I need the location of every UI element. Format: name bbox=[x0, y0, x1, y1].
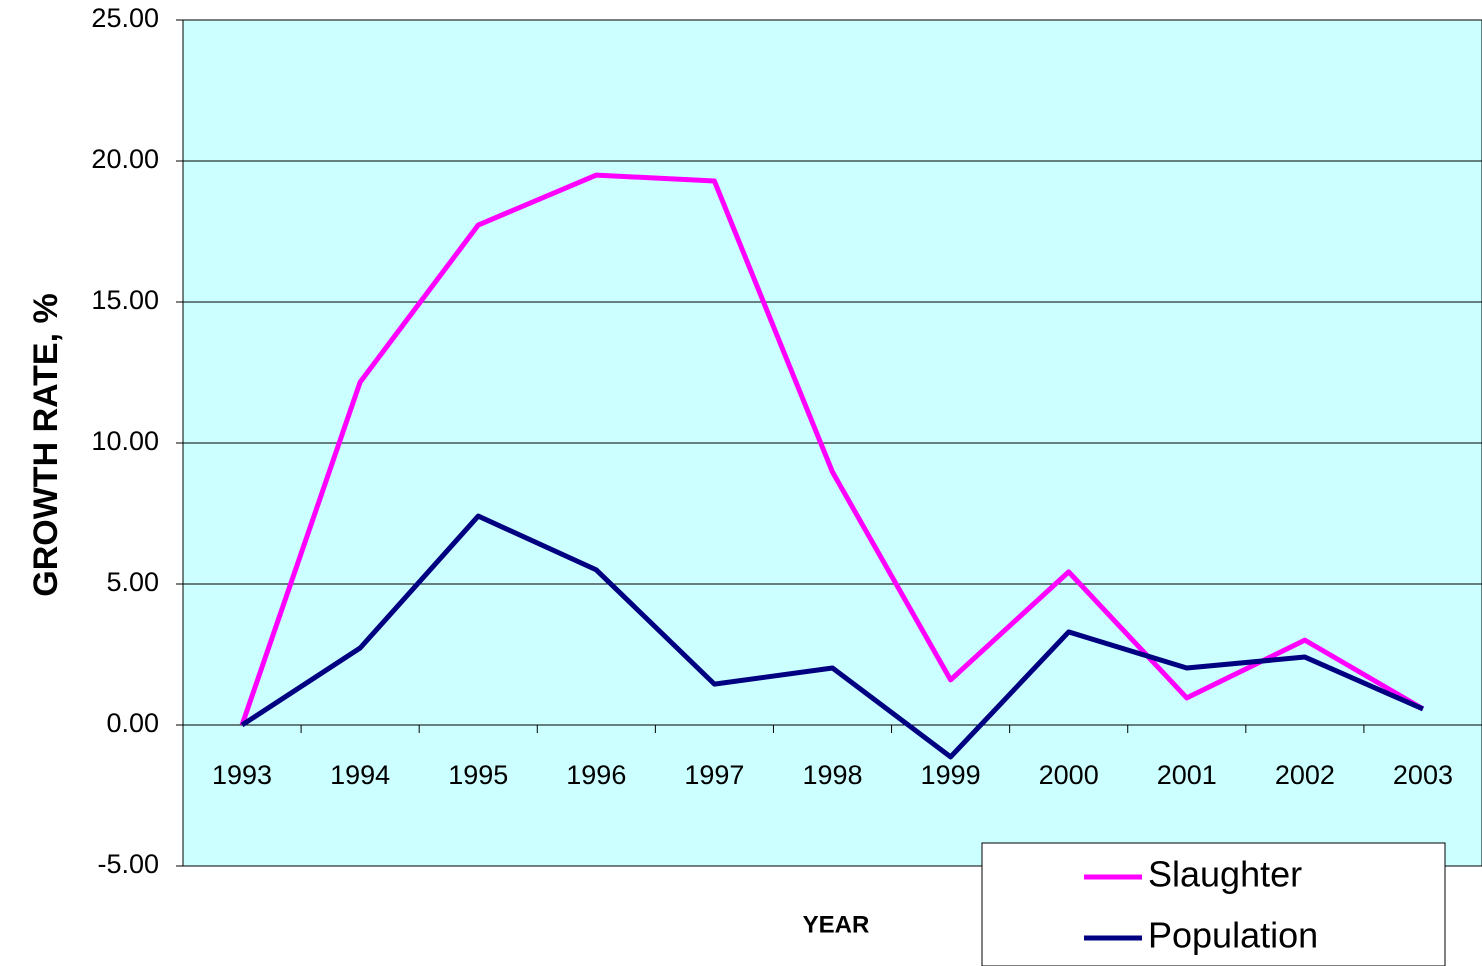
x-tick-label: 2003 bbox=[1393, 760, 1453, 790]
x-tick-label: 2001 bbox=[1157, 760, 1217, 790]
y-tick-label: 0.00 bbox=[106, 708, 159, 738]
y-tick-label: 20.00 bbox=[91, 144, 159, 174]
x-tick-label: 1993 bbox=[212, 760, 272, 790]
x-tick-label: 1998 bbox=[802, 760, 862, 790]
x-tick-label: 1997 bbox=[684, 760, 744, 790]
x-tick-label: 1996 bbox=[566, 760, 626, 790]
x-axis-title: YEAR bbox=[803, 911, 870, 938]
x-tick-label: 2002 bbox=[1275, 760, 1335, 790]
legend-label: Slaughter bbox=[1148, 854, 1302, 895]
y-axis-title: GROWTH RATE, % bbox=[27, 293, 65, 596]
y-tick-label: -5.00 bbox=[97, 849, 159, 879]
x-tick-label: 1995 bbox=[448, 760, 508, 790]
y-tick-label: 25.00 bbox=[91, 3, 159, 33]
series-line bbox=[239, 172, 1425, 726]
y-tick-label: 15.00 bbox=[91, 285, 159, 315]
legend-box bbox=[981, 842, 1446, 966]
series-line bbox=[240, 513, 1424, 760]
legend-label: Population bbox=[1148, 915, 1318, 956]
y-tick-label: 10.00 bbox=[91, 426, 159, 456]
x-tick-label: 1999 bbox=[921, 760, 981, 790]
x-tick-label: 2000 bbox=[1039, 760, 1099, 790]
x-tick-label: 1994 bbox=[330, 760, 390, 790]
y-tick-label: 5.00 bbox=[106, 567, 159, 597]
